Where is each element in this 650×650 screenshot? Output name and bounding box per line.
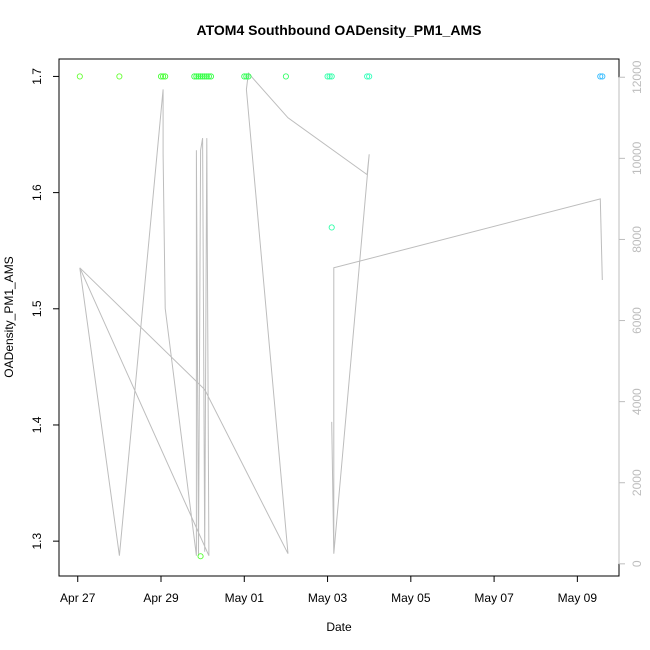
secondary-y-tick-label: 0 xyxy=(630,560,644,567)
data-point xyxy=(160,73,167,80)
x-tick-label: May 09 xyxy=(558,591,598,605)
secondary-y-tick-label: 2000 xyxy=(630,469,644,496)
data-point xyxy=(201,73,208,80)
x-tick-label: May 03 xyxy=(308,591,348,605)
data-point xyxy=(191,73,198,80)
data-point xyxy=(199,73,206,80)
data-point xyxy=(364,73,371,80)
x-tick-label: May 05 xyxy=(391,591,431,605)
x-tick-label: May 01 xyxy=(225,591,265,605)
chart-title: ATOM4 Southbound OADensity_PM1_AMS xyxy=(197,22,482,38)
data-point xyxy=(241,73,248,80)
data-point xyxy=(243,73,250,80)
data-point xyxy=(328,73,335,80)
data-point xyxy=(203,73,210,80)
data-point xyxy=(597,73,604,80)
data-point xyxy=(197,553,204,560)
x-axis-label: Date xyxy=(326,620,352,634)
data-point xyxy=(366,73,373,80)
secondary-y-tick-label: 10000 xyxy=(630,141,644,175)
x-axis: Apr 27 Apr 29 May 01 May 03 May 05 May 07 May … xyxy=(60,575,598,605)
data-point xyxy=(245,73,252,80)
data-point xyxy=(193,73,200,80)
y-axis-label: OADensity_PM1_AMS xyxy=(2,256,16,377)
y-tick-label: 1.4 xyxy=(30,416,44,433)
data-point xyxy=(116,73,123,80)
data-point xyxy=(207,73,215,80)
data-point xyxy=(157,73,165,80)
data-point xyxy=(76,73,83,80)
data-point xyxy=(324,73,331,80)
x-tick-label: Apr 27 xyxy=(60,591,96,605)
data-point xyxy=(328,224,335,231)
secondary-y-tick-label: 6000 xyxy=(630,307,644,334)
x-tick-label: May 07 xyxy=(474,591,514,605)
scatter-series xyxy=(76,73,606,560)
secondary-y-axis: 0 2000 4000 6000 8000 10000 12000 xyxy=(618,60,644,567)
secondary-y-tick-label: 8000 xyxy=(630,226,644,253)
secondary-series-line xyxy=(79,72,603,556)
data-point xyxy=(195,73,202,80)
y-tick-label: 1.6 xyxy=(30,184,44,201)
y-tick-label: 1.7 xyxy=(30,68,44,85)
secondary-y-tick-label: 12000 xyxy=(630,60,644,94)
y-tick-label: 1.5 xyxy=(30,300,44,317)
data-point xyxy=(197,73,204,80)
y-tick-label: 1.3 xyxy=(30,532,44,549)
data-point xyxy=(162,73,169,80)
data-point xyxy=(282,73,289,80)
data-point xyxy=(599,73,606,80)
y-axis: 1.3 1.4 1.5 1.6 1.7 xyxy=(30,68,60,549)
data-point xyxy=(205,73,212,80)
secondary-series xyxy=(79,72,603,556)
secondary-y-tick-label: 4000 xyxy=(630,388,644,415)
x-tick-label: Apr 29 xyxy=(143,591,179,605)
data-point xyxy=(326,73,333,80)
